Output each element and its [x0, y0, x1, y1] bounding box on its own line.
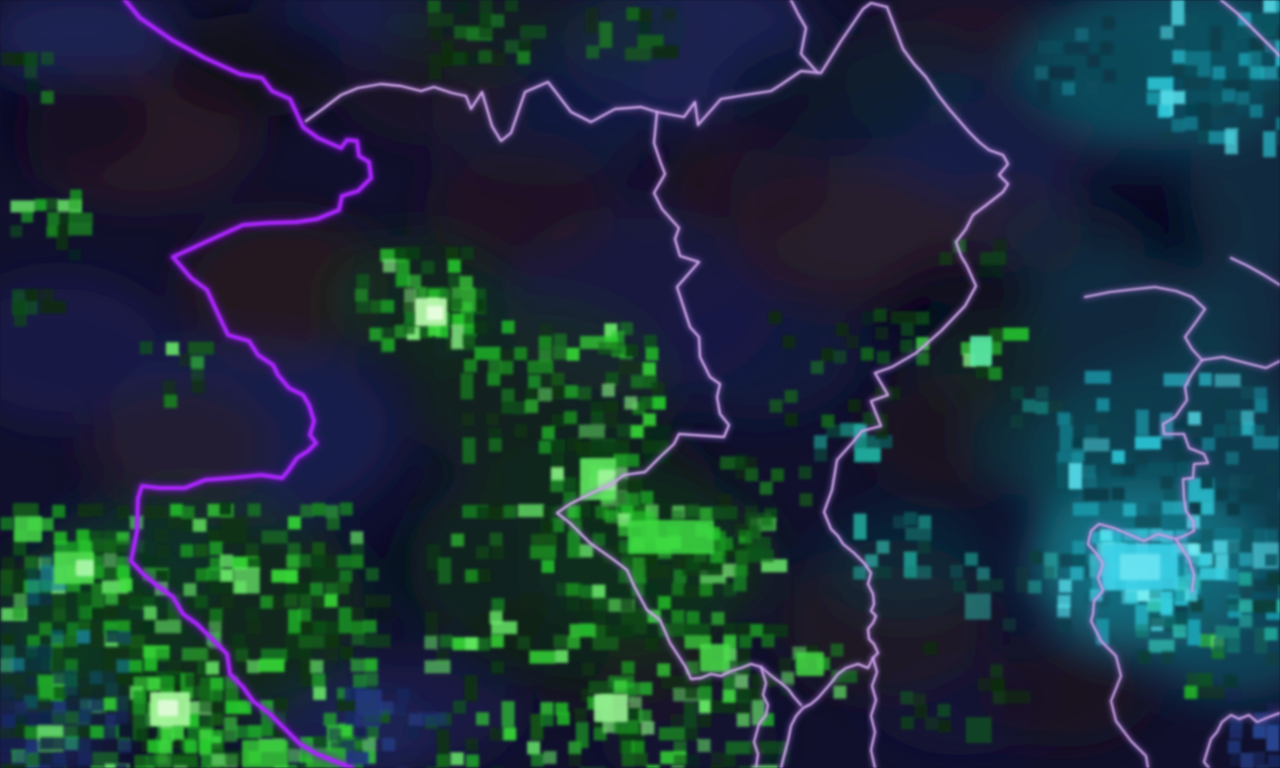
south-split-branch — [869, 656, 879, 768]
hotspot-layer — [14, 298, 1178, 768]
east-border — [1083, 285, 1210, 768]
north-top-spur — [789, 0, 819, 74]
east-spur-right — [1200, 355, 1280, 370]
northeast-corner-border — [1219, 0, 1280, 58]
central-south-branch — [752, 665, 770, 768]
east-edge-border — [1229, 256, 1280, 287]
border-layer — [119, 0, 1280, 768]
southeast-corner-border — [1202, 711, 1280, 768]
east-spur-south — [1174, 537, 1196, 593]
north-thin-border — [304, 1, 1010, 768]
west-thick-border — [122, 0, 374, 768]
central-border — [555, 110, 803, 707]
